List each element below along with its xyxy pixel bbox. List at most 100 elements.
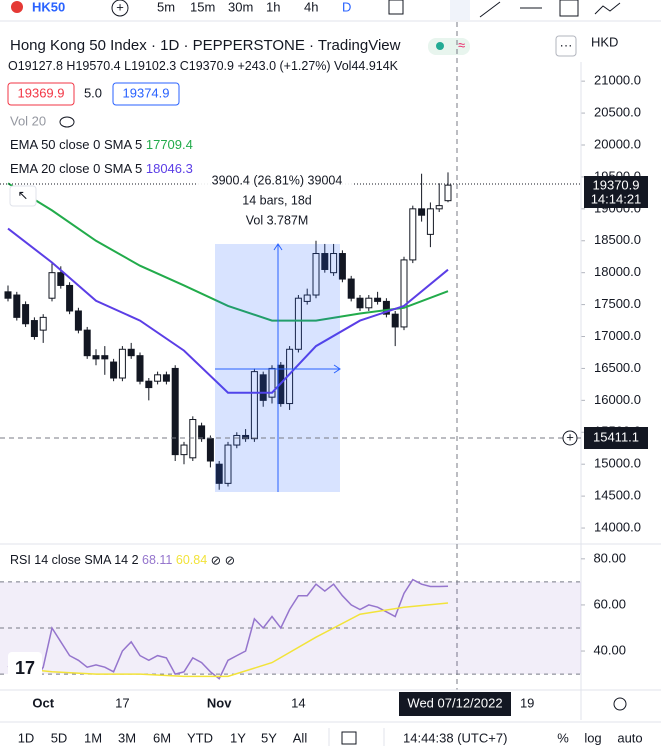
y-tick-label: 60.00 — [593, 596, 626, 611]
range-button[interactable]: 5D — [51, 730, 68, 745]
interval[interactable]: 15m — [190, 0, 215, 14]
range-button[interactable]: 5Y — [261, 730, 277, 745]
candle-body — [224, 444, 232, 484]
candle-body — [13, 294, 21, 318]
tool-button[interactable] — [450, 0, 470, 20]
candle-body — [382, 300, 390, 315]
collapse-button[interactable] — [9, 185, 37, 207]
x-tick-label: Nov — [207, 695, 232, 710]
candle-body — [57, 272, 65, 286]
ask-box[interactable] — [112, 82, 180, 106]
hide-icon[interactable] — [59, 116, 75, 128]
candle-body — [48, 272, 56, 299]
candle-body — [435, 205, 443, 210]
candle-body — [400, 259, 408, 328]
range-button[interactable]: 3M — [118, 730, 136, 745]
ema-value: 18046.3 — [146, 161, 193, 176]
path-tool[interactable] — [594, 2, 621, 15]
collapse-icon: ↖ — [18, 187, 29, 202]
trendline-tool[interactable] — [479, 1, 501, 18]
candle-body — [30, 320, 38, 338]
candle-body — [154, 374, 162, 382]
candle-body — [171, 367, 179, 456]
candle-body — [215, 463, 223, 484]
candle-body — [4, 291, 12, 299]
x-tick-label: 14 — [291, 695, 305, 710]
range-button[interactable]: 1Y — [230, 730, 246, 745]
ema-name: EMA 20 close 0 SMA 5 — [10, 161, 142, 176]
bid: 19369.9 — [18, 85, 65, 100]
rsi-value: 68.11 — [142, 553, 172, 567]
candle-body — [250, 371, 258, 440]
measure-text: 3900.4 (26.81%) 39004 — [212, 173, 343, 187]
interval[interactable]: 5m — [157, 0, 175, 14]
settings-icon[interactable] — [613, 697, 627, 711]
ema-name: EMA 50 close 0 SMA 5 — [10, 137, 142, 152]
candle-body — [127, 348, 135, 357]
interval[interactable]: 1h — [266, 0, 280, 14]
chart-type-button[interactable] — [388, 0, 404, 15]
candle-body — [242, 434, 250, 440]
more-button[interactable] — [555, 35, 577, 57]
ema-line — [7, 182, 449, 322]
x-tick-label: 17 — [115, 695, 129, 710]
crosshair-price: 15411.1 — [593, 429, 639, 444]
measure-volume: Vol 3.787M — [246, 213, 309, 227]
scale-mode[interactable]: % — [557, 730, 569, 745]
interval[interactable]: 4h — [304, 0, 318, 14]
range-button[interactable]: All — [293, 730, 308, 745]
rsi-value: 60.84 — [176, 553, 207, 567]
y-tick-label: 14000.0 — [594, 519, 641, 534]
y-tick-label: 16500.0 — [594, 360, 641, 375]
date-range-button[interactable] — [341, 731, 357, 745]
interval[interactable]: 30m — [228, 0, 253, 14]
y-tick-label: 18500.0 — [594, 232, 641, 247]
status-dot — [436, 42, 444, 50]
candle-body — [356, 297, 364, 309]
ohlc-prefix: C — [180, 59, 189, 73]
y-tick-label: 14500.0 — [594, 488, 641, 503]
countdown: 14:14:21 — [591, 191, 642, 206]
ema-value: 17709.4 — [146, 137, 193, 152]
scale-mode[interactable]: log — [584, 730, 601, 745]
vol-label: Vol — [334, 59, 351, 73]
symbol[interactable]: HK50 — [32, 0, 65, 14]
symbol-icon — [11, 1, 23, 13]
volume-indicator: Vol 20 — [10, 113, 46, 128]
candle-body — [206, 438, 214, 462]
logo-mark: 17 — [15, 658, 35, 678]
candle-body — [330, 253, 338, 274]
currency[interactable]: HKD — [591, 34, 618, 49]
candle-body — [365, 297, 373, 309]
arrow-head — [333, 364, 341, 374]
add-symbol[interactable] — [111, 0, 129, 17]
candle-body — [145, 380, 153, 389]
ohlc-prefix: L — [124, 59, 131, 73]
interval[interactable]: D — [342, 0, 351, 14]
add-icon: + — [116, 0, 124, 14]
candle-body — [189, 419, 197, 459]
ohlc-value: 19102.3 — [131, 59, 176, 73]
range-button[interactable]: 1M — [84, 730, 102, 745]
scale-mode[interactable]: auto — [617, 730, 642, 745]
range-button[interactable]: 1D — [18, 730, 35, 745]
candle-body — [22, 304, 30, 325]
ohlc-prefix: H — [66, 59, 75, 73]
crosshair-date-box — [399, 692, 511, 716]
candle-body — [101, 355, 109, 360]
range-button[interactable]: 6M — [153, 730, 171, 745]
range-button[interactable]: YTD — [187, 730, 213, 745]
candle-body — [136, 355, 144, 382]
candle-body — [347, 278, 355, 299]
add-alert[interactable] — [562, 430, 578, 446]
candle-body — [374, 297, 382, 302]
candle-body — [444, 184, 452, 202]
logo — [8, 652, 42, 686]
candle-body — [162, 374, 170, 382]
crosshair-date: Wed 07/12/2022 — [407, 695, 502, 710]
candle-body — [321, 253, 329, 270]
status-wave: ≈ — [458, 37, 465, 52]
rect-tool[interactable] — [559, 0, 579, 17]
bid-box[interactable] — [7, 82, 75, 106]
